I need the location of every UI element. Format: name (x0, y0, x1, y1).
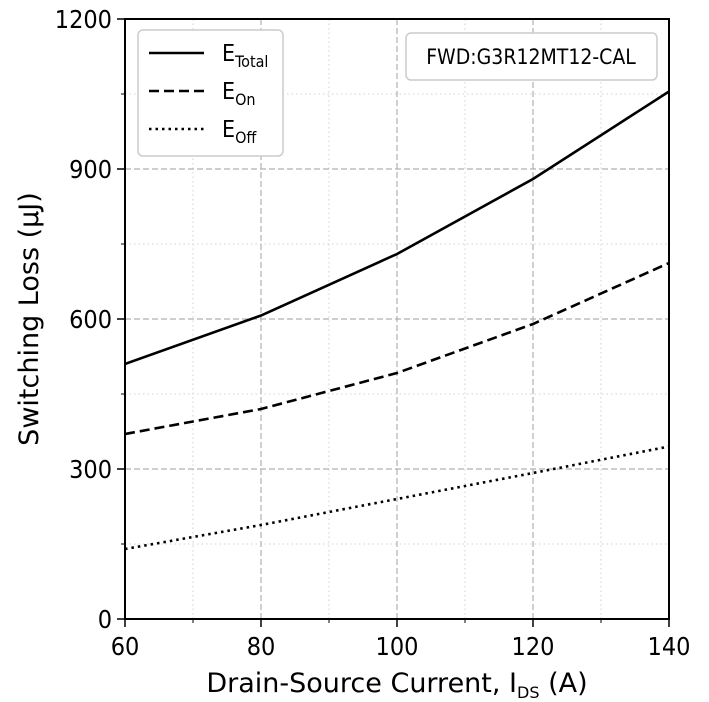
axis-ticks: 60 80 100 120 140 0 300 600 900 1200 (55, 5, 691, 661)
legend-label-on: EOn (222, 79, 256, 109)
x-tick-label: 100 (376, 632, 419, 661)
y-tick-label: 600 (69, 305, 112, 334)
series-line-off (124, 445, 670, 551)
series-lines (124, 90, 670, 551)
y-axis-label: Switching Loss (µJ) (14, 192, 45, 446)
y-tick-label: 1200 (55, 5, 112, 34)
y-tick-label: 0 (98, 605, 112, 634)
legend: ETotal EOn EOff (137, 29, 284, 157)
annotation-frame (405, 32, 658, 81)
x-axis-label: Drain-Source Current, IDS (A) (206, 668, 587, 702)
y-tick-label: 300 (69, 455, 112, 484)
annotation-text: FWD:G3R12MT12-CAL (426, 45, 636, 69)
x-tick-label: 140 (648, 632, 691, 661)
x-tick-label: 120 (512, 632, 555, 661)
x-axis-label-unit: (A) (540, 668, 588, 699)
legend-box (137, 29, 284, 157)
x-tick-label: 60 (111, 632, 140, 661)
series-line-on (124, 261, 670, 436)
x-axis-label-main: Drain-Source Current, I (206, 668, 517, 699)
y-tick-label: 900 (69, 155, 112, 184)
legend-label-total: ETotal (222, 41, 268, 71)
series-line-total (124, 90, 670, 366)
x-axis-label-sub: DS (517, 683, 539, 702)
legend-label-off: EOff (222, 117, 257, 147)
annotation-box: FWD:G3R12MT12-CAL (405, 32, 658, 81)
x-tick-label: 80 (247, 632, 276, 661)
